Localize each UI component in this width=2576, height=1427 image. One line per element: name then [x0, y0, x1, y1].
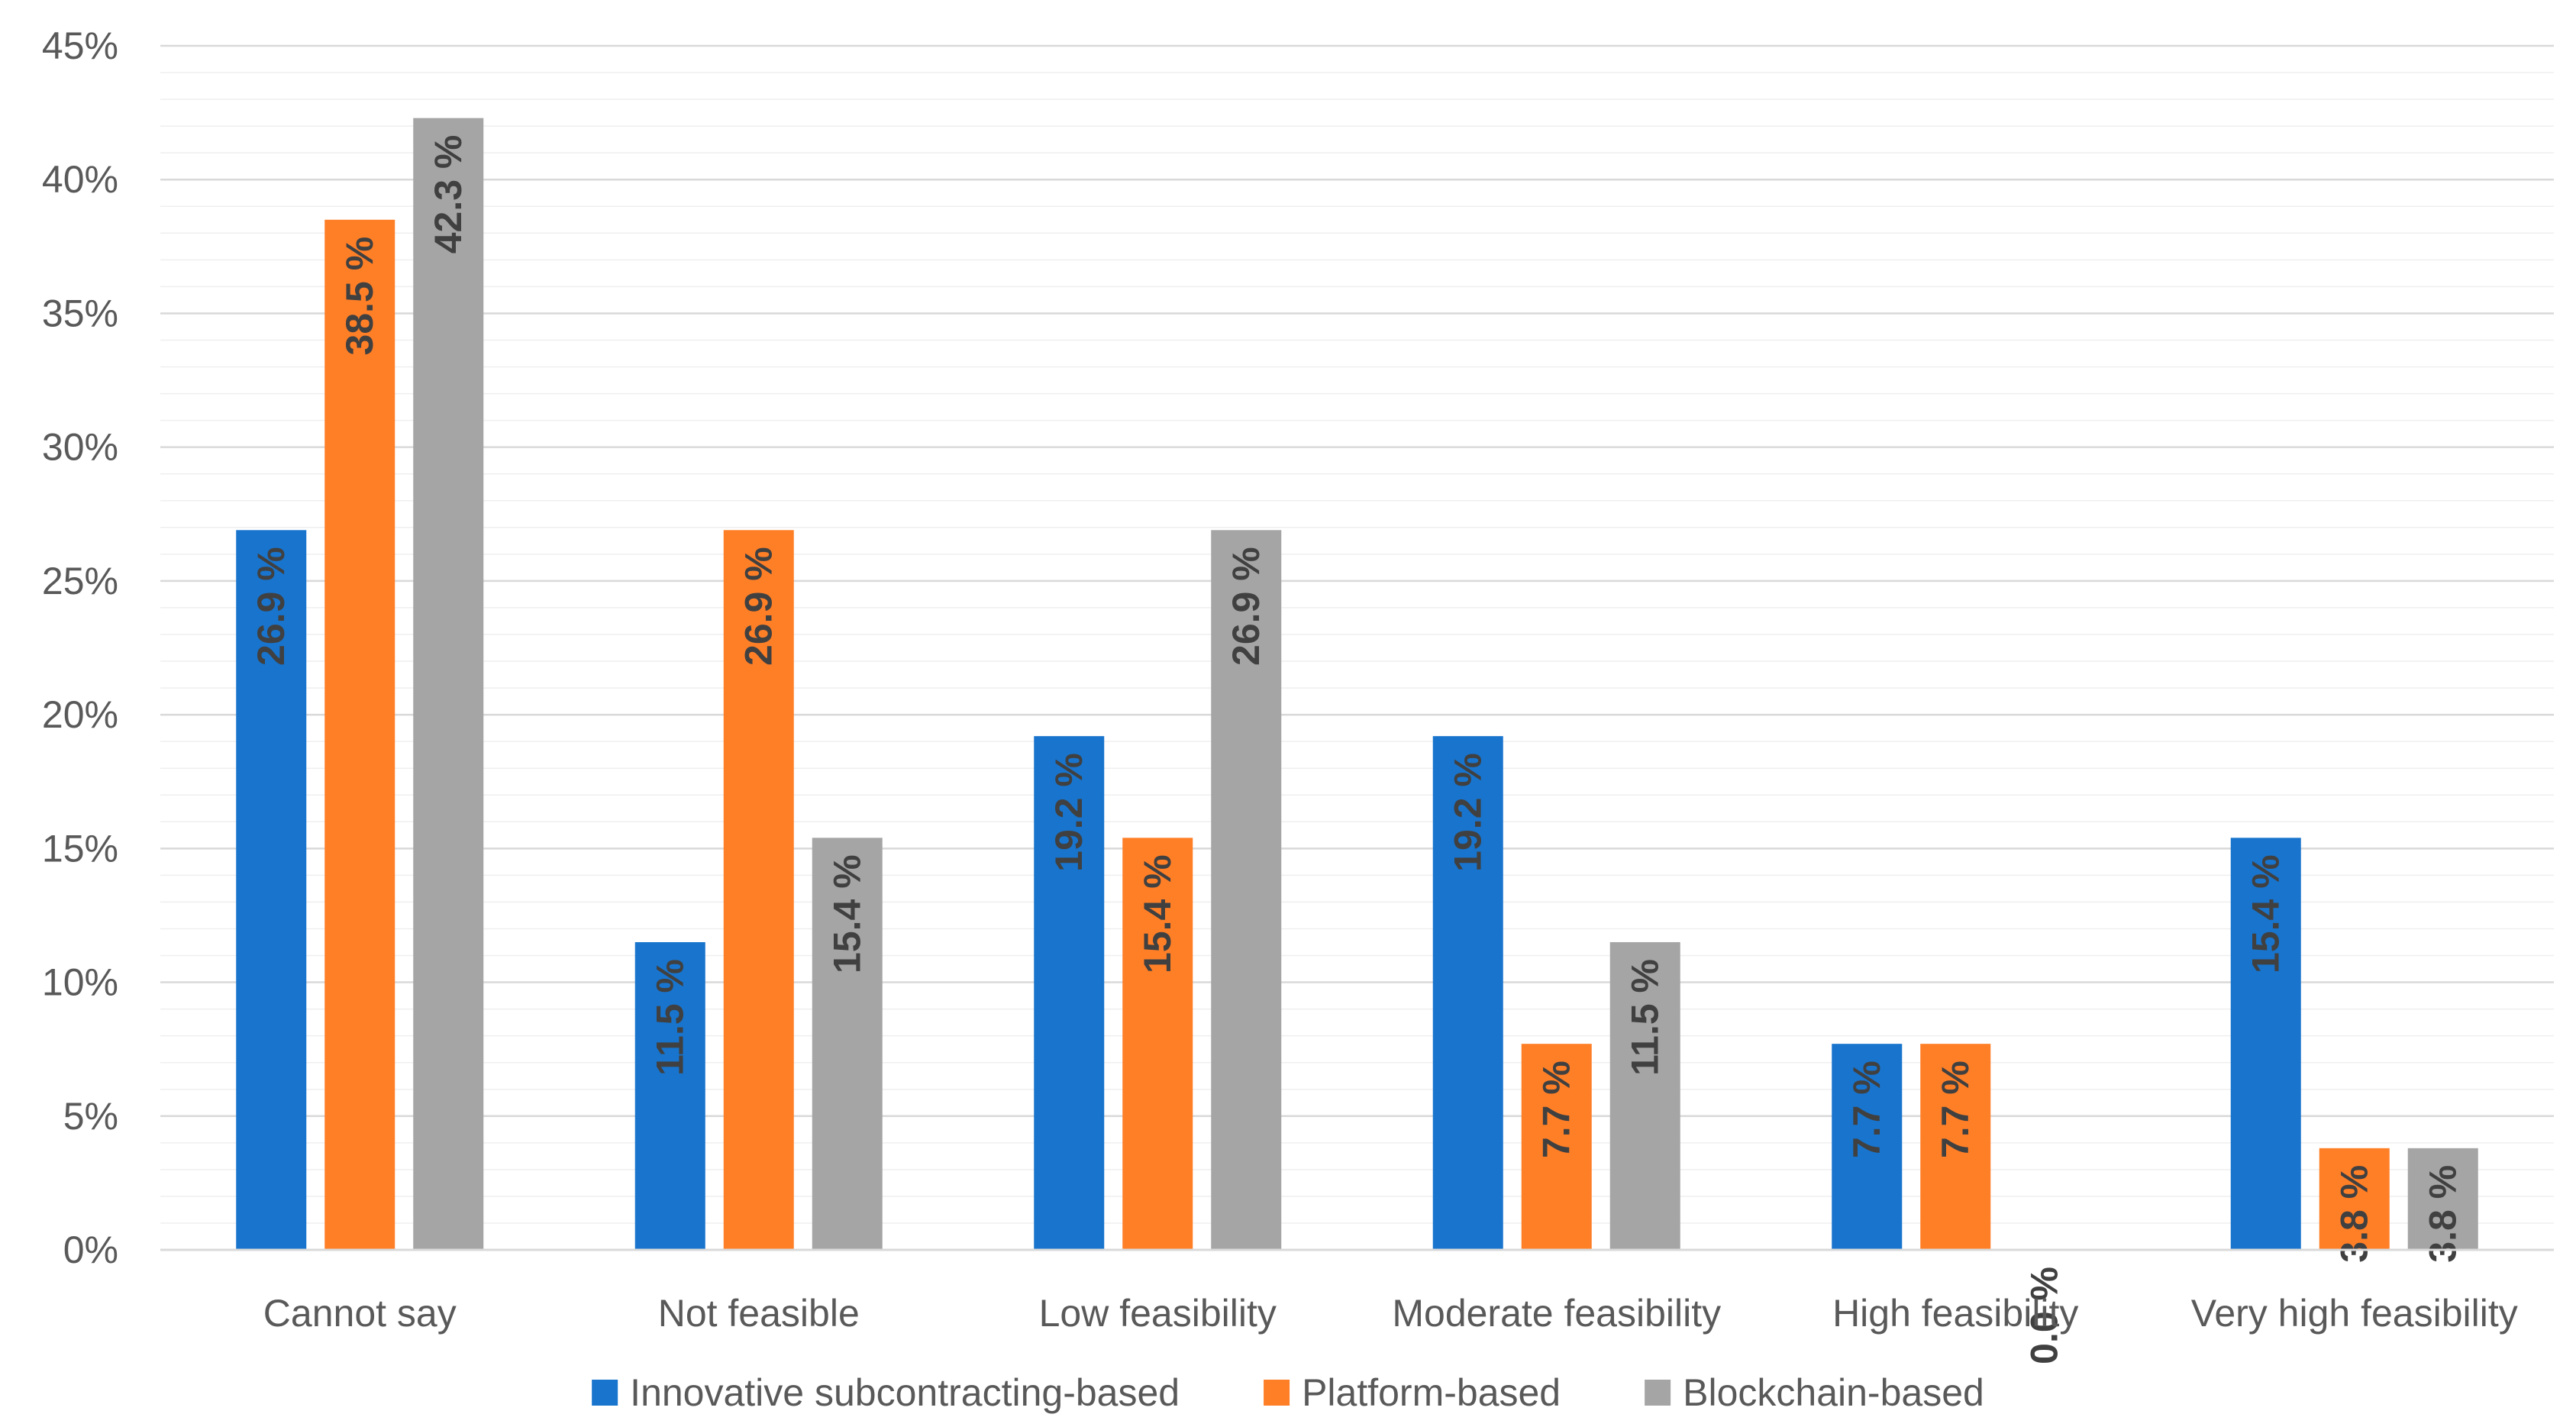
bar — [236, 530, 307, 1250]
bar — [1122, 838, 1193, 1250]
category-label: Low feasibility — [1039, 1292, 1277, 1335]
bar — [324, 219, 395, 1251]
category-label: Not feasible — [658, 1292, 860, 1335]
bar — [812, 838, 883, 1250]
legend-label: Innovative subcontracting-based — [630, 1371, 1180, 1414]
y-axis-ticks: 0% 5% 10% 15% 20% 25% 30% 35% 40% 45% — [42, 24, 118, 1271]
bar — [413, 118, 484, 1250]
data-label: 15.4 % — [2245, 854, 2287, 973]
category-label: Very high feasibility — [2191, 1292, 2518, 1335]
y-tick-label: 0% — [63, 1228, 118, 1271]
data-label: 0.0 % — [2022, 1267, 2065, 1364]
data-label: 3.8 % — [2422, 1165, 2465, 1263]
bar — [1432, 736, 1503, 1250]
data-labels: 26.9 % 38.5 % 42.3 % 11.5 % 26.9 % 15.4 % 19.2… — [250, 135, 2465, 1364]
gridlines — [160, 44, 2554, 1224]
data-label: 19.2 % — [1447, 753, 1490, 872]
legend-item: Innovative subcontracting-based — [592, 1371, 1180, 1414]
legend-label: Blockchain-based — [1683, 1371, 1984, 1414]
y-tick-label: 35% — [42, 292, 118, 334]
data-label: 15.4 % — [826, 854, 869, 973]
category-label: Moderate feasibility — [1392, 1292, 1721, 1335]
legend-item: Blockchain-based — [1645, 1371, 1984, 1414]
bar — [723, 530, 794, 1250]
legend: Innovative subcontracting-based Platform-… — [592, 1371, 1984, 1414]
bar — [2319, 1148, 2390, 1250]
data-label: 19.2 % — [1048, 753, 1090, 872]
bar — [1609, 941, 1680, 1250]
bars — [236, 118, 2478, 1251]
data-label: 38.5 % — [338, 237, 381, 356]
category-label: High feasibility — [1832, 1292, 2078, 1335]
bar — [2230, 838, 2301, 1250]
bar — [634, 941, 705, 1250]
data-label: 26.9 % — [738, 547, 780, 666]
data-label: 7.7 % — [1845, 1061, 1888, 1158]
legend-swatch — [1645, 1380, 1671, 1406]
data-label: 26.9 % — [250, 547, 292, 666]
legend-swatch — [592, 1380, 618, 1406]
data-label: 26.9 % — [1225, 547, 1267, 666]
bar — [2407, 1148, 2478, 1250]
y-tick-label: 40% — [42, 158, 118, 201]
legend-label: Platform-based — [1302, 1371, 1561, 1414]
category-label: Cannot say — [263, 1292, 457, 1335]
y-tick-label: 25% — [42, 560, 118, 602]
y-tick-label: 45% — [42, 24, 118, 67]
data-label: 11.5 % — [649, 959, 692, 1076]
y-tick-label: 30% — [42, 426, 118, 469]
data-label: 42.3 % — [427, 135, 470, 254]
legend-item: Platform-based — [1264, 1371, 1561, 1414]
y-tick-label: 20% — [42, 693, 118, 736]
bar — [1920, 1044, 1991, 1250]
bar — [1521, 1044, 1592, 1250]
category-labels: Cannot say Not feasible Low feasibility Mod… — [263, 1292, 2518, 1335]
legend-swatch — [1264, 1380, 1290, 1406]
bar — [1832, 1044, 1903, 1250]
data-label: 15.4 % — [1136, 854, 1179, 973]
bar — [1034, 736, 1105, 1250]
y-tick-label: 10% — [42, 961, 118, 1004]
y-tick-label: 15% — [42, 827, 118, 870]
data-label: 7.7 % — [1934, 1061, 1977, 1158]
bar — [1211, 530, 1282, 1250]
data-label: 11.5 % — [1624, 959, 1667, 1076]
y-tick-label: 5% — [63, 1095, 118, 1138]
data-label: 7.7 % — [1535, 1061, 1578, 1158]
data-label: 3.8 % — [2333, 1165, 2376, 1263]
